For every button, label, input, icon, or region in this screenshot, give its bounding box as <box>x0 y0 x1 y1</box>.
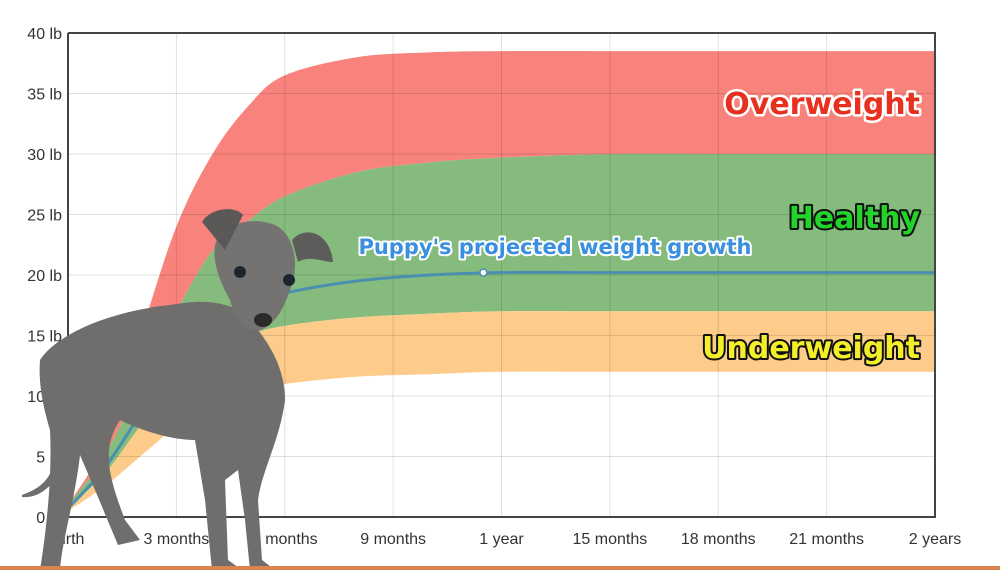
x-tick-label: 18 months <box>681 531 756 548</box>
puppy-body <box>39 301 285 570</box>
y-tick-label: 40 lb <box>27 26 62 43</box>
series-label: Puppy's projected weight growth <box>358 235 751 259</box>
puppy-eye <box>234 266 246 278</box>
band-underweight <box>68 311 935 511</box>
puppy-nose <box>254 313 272 327</box>
x-tick-label: 21 months <box>789 531 864 548</box>
series-marker <box>479 268 488 277</box>
y-tick-label: 30 lb <box>27 147 62 164</box>
zone-label-overweight: Overweight <box>724 87 920 122</box>
x-tick-label: 15 months <box>573 531 648 548</box>
x-tick-label: 6 months <box>252 531 318 548</box>
puppy-head <box>214 221 295 331</box>
puppy-tail <box>22 470 55 498</box>
x-tick-label: 1 year <box>479 531 524 548</box>
y-tick-label: 20 lb <box>27 268 62 285</box>
zone-label-healthy: Healthy <box>789 201 921 236</box>
bottom-accent-bar <box>0 566 1000 570</box>
x-tick-label: 2 years <box>909 531 961 548</box>
puppy-ear-right <box>292 232 333 262</box>
band-overweight <box>68 51 935 505</box>
puppy-eye <box>283 274 295 286</box>
x-tick-label: 9 months <box>360 531 426 548</box>
y-tick-label: 25 lb <box>27 208 62 225</box>
zone-label-underweight: Underweight <box>702 331 920 366</box>
y-tick-label: 15 lb <box>27 329 62 346</box>
puppy-ear-left <box>202 209 243 250</box>
y-tick-label: 35 lb <box>27 87 62 104</box>
x-tick-label: 3 months <box>143 531 209 548</box>
